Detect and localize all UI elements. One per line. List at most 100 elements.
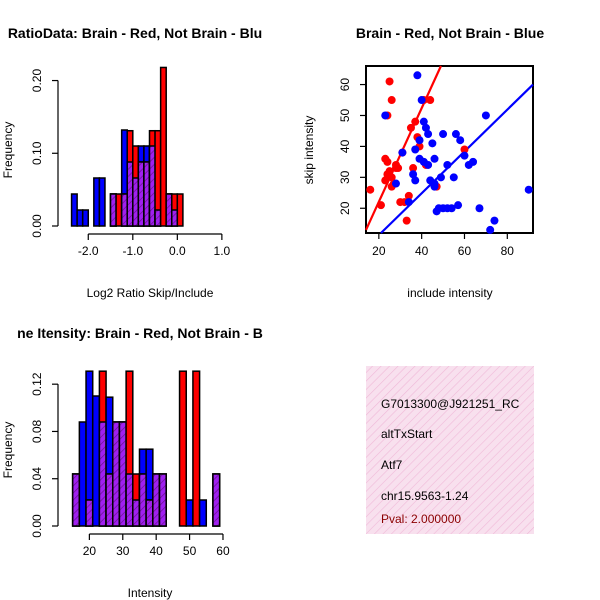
gene-hist-title: ne Itensity: Brain - Red, Not Brain - B — [17, 325, 263, 341]
ratio-hist-bar-overlap — [132, 177, 140, 227]
ratio-hist-bar-overlap — [137, 161, 145, 227]
ratio-hist-bars — [70, 66, 184, 227]
info-panel: G7013300@J921251_RC altTxStart Atf7 chr1… — [366, 366, 534, 534]
ratio-hist-bar-overlap — [143, 161, 151, 227]
gene-intensity-hist-bar-brain — [192, 370, 201, 527]
scatter-point-not-brain — [415, 136, 424, 145]
info-pval: Pval: 2.000000 — [381, 512, 461, 526]
scatter-point-not-brain — [409, 170, 418, 179]
ratio-hist-y-tick-label: 0.10 — [30, 141, 44, 165]
scatter-point-not-brain — [430, 154, 439, 163]
gene-intensity-hist-bar-overlap — [85, 499, 94, 527]
scatter-title: Brain - Red, Not Brain - Blue — [356, 25, 544, 41]
gene-intensity-hist-bar-overlap — [105, 473, 114, 527]
scatter-y-tick-label: 20 — [338, 201, 352, 215]
scatter-points — [366, 71, 533, 234]
ratio-hist-x-tick-label: -1.0 — [122, 244, 143, 258]
scatter-point-brain — [366, 185, 375, 194]
scatter-point-not-brain — [415, 154, 424, 163]
scatter-point-not-brain — [490, 216, 499, 225]
scatter-point-not-brain — [443, 160, 452, 169]
scatter-point-not-brain — [411, 176, 420, 185]
info-probe-id: G7013300@J921251_RC — [381, 397, 520, 411]
scatter-point-not-brain — [381, 111, 390, 120]
gene-intensity-hist-x-tick-label: 50 — [183, 544, 197, 558]
ratio-hist-title: RatioData: Brain - Red, Not Brain - Blu — [8, 25, 262, 41]
scatter-point-not-brain — [456, 136, 465, 145]
scatter-point-not-brain — [391, 179, 400, 188]
ratio-hist-bar-not-brain — [93, 177, 101, 227]
scatter-point-brain — [409, 164, 418, 173]
ratio-hist-bar-overlap — [171, 209, 179, 227]
ratio-hist-x-tick-label: 1.0 — [214, 244, 231, 258]
gene-intensity-hist-bar-overlap — [138, 473, 147, 527]
scatter-point-brain — [387, 96, 396, 105]
scatter-x-tick-label: 40 — [415, 244, 429, 258]
ratio-hist-bar-brain — [159, 66, 167, 227]
gene-intensity-hist-bar-overlap — [145, 499, 154, 527]
scatter-point-brain — [411, 117, 420, 126]
scatter-point-brain — [381, 154, 390, 163]
ratio-hist-x-tick-label: -2.0 — [78, 244, 99, 258]
scatter-ylabel: skip intensity — [302, 116, 316, 185]
scatter-point-brain — [385, 77, 394, 86]
scatter-point-not-brain — [428, 139, 437, 148]
info-gene: Atf7 — [381, 458, 403, 472]
ratio-histogram-panel: RatioData: Brain - Red, Not Brain - Blu … — [1, 25, 262, 300]
gene-hist-y-axis: 0.00 0.04 0.08 0.12 — [30, 372, 59, 538]
scatter-y-tick-label: 30 — [338, 170, 352, 184]
scatter-x-tick-label: 80 — [501, 244, 515, 258]
scatter-point-not-brain — [524, 185, 533, 194]
scatter-point-not-brain — [424, 130, 433, 139]
scatter-point-brain — [460, 145, 469, 154]
scatter-point-not-brain — [436, 173, 445, 182]
ratio-hist-x-tick-label: 0.0 — [169, 244, 186, 258]
gene-intensity-hist-x-tick-label: 30 — [116, 544, 130, 558]
gene-hist-bars — [71, 370, 221, 527]
ratio-hist-bar-overlap — [120, 193, 128, 227]
ratio-hist-bar-not-brain — [76, 209, 84, 227]
ratio-hist-bar-overlap — [165, 193, 173, 227]
scatter-point-not-brain — [398, 148, 407, 157]
scatter-point-not-brain — [417, 96, 426, 105]
scatter-plot-frame — [365, 65, 534, 234]
scatter-x-tick-label: 60 — [458, 244, 472, 258]
gene-hist-xlabel: Intensity — [128, 586, 173, 600]
gene-intensity-hist-bar-overlap — [158, 473, 167, 527]
scatter-point-not-brain — [486, 225, 495, 234]
gene-intensity-hist-bar-not-brain — [78, 421, 87, 527]
gene-intensity-hist-x-tick-label: 60 — [216, 544, 230, 558]
scatter-y-tick-label: 40 — [338, 139, 352, 153]
scatter-point-not-brain — [447, 204, 456, 213]
scatter-xlabel: include intensity — [407, 286, 492, 300]
scatter-point-brain — [381, 176, 390, 185]
gene-intensity-hist-bar-overlap — [98, 421, 107, 527]
scatter-point-brain — [406, 123, 415, 132]
scatter-y-tick-label: 50 — [338, 108, 352, 122]
ratio-hist-bar-overlap — [109, 193, 117, 227]
info-event-type: altTxStart — [381, 427, 433, 441]
gene-intensity-hist-y-tick-label: 0.00 — [30, 514, 44, 538]
scatter-point-not-brain — [460, 151, 469, 160]
gene-intensity-hist-bar-overlap — [112, 421, 121, 527]
info-location: chr15.9563-1.24 — [381, 489, 469, 503]
scatter-point-not-brain — [404, 198, 413, 207]
gene-intensity-hist-bar-not-brain — [198, 499, 208, 527]
ratio-hist-x-axis: -2.0 -1.0 0.0 1.0 — [78, 233, 231, 258]
gene-hist-x-axis: 20 30 40 50 60 — [83, 533, 230, 558]
scatter-point-brain — [394, 164, 403, 173]
scatter-fit-line-not-brain — [380, 83, 534, 234]
scatter-point-not-brain — [475, 204, 484, 213]
gene-intensity-hist-x-tick-label: 20 — [83, 544, 97, 558]
gene-intensity-hist-bar-not-brain — [185, 499, 194, 527]
scatter-point-brain — [404, 191, 413, 200]
ratio-hist-xlabel: Log2 Ratio Skip/Include — [87, 286, 214, 300]
ratio-hist-bar-overlap — [148, 145, 156, 227]
info-panel-background — [366, 366, 534, 534]
ratio-hist-bar-brain — [176, 193, 184, 227]
gene-intensity-hist-x-tick-label: 40 — [150, 544, 164, 558]
scatter-point-not-brain — [424, 160, 433, 169]
scatter-point-brain — [383, 170, 392, 179]
ratio-hist-bar-not-brain — [70, 193, 78, 227]
